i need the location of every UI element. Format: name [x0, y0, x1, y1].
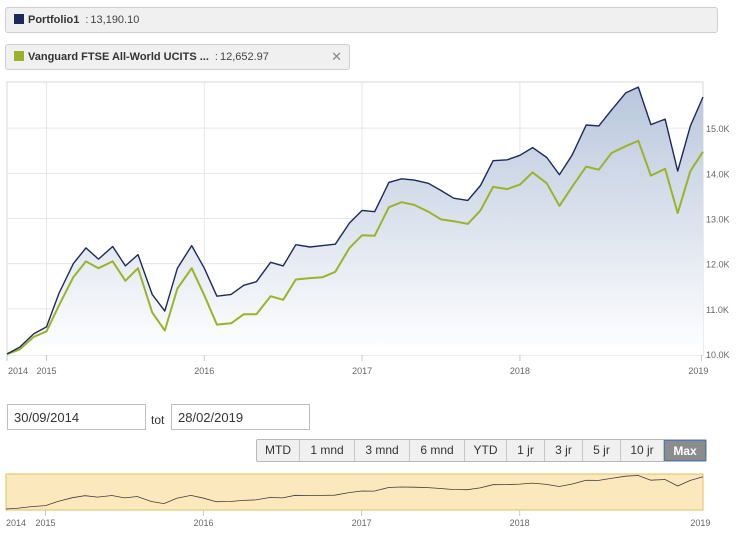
navigator[interactable]: 2014 2015 2016 2017 2018 2019: [0, 466, 747, 536]
y-tick-label: 13.0K: [706, 215, 730, 225]
series-swatch-portfolio1: [14, 14, 24, 24]
navigator-tick-label: 2018: [510, 518, 530, 528]
range-button-mtd[interactable]: MTD: [257, 440, 300, 461]
legend-item-vanguard[interactable]: Vanguard FTSE All-World UCITS ...:12,652…: [5, 44, 350, 70]
range-selector: MTD 1 mnd 3 mnd 6 mnd YTD 1 jr 3 jr 5 jr…: [256, 439, 707, 462]
range-button-max[interactable]: Max: [664, 440, 706, 461]
range-button-5y[interactable]: 5 jr: [583, 440, 621, 461]
navigator-tick-label: 2016: [194, 518, 214, 528]
x-axis: 2014 2015 2016 2017 2018 2019: [6, 355, 708, 376]
x-tick-label: 2015: [36, 366, 56, 376]
y-tick-label: 14.0K: [706, 169, 730, 179]
series-area-portfolio1: [7, 87, 703, 355]
legend-series-name: Portfolio1: [28, 14, 80, 26]
x-tick-label: 2019: [688, 366, 708, 376]
from-date-input[interactable]: [7, 404, 146, 430]
x-tick-label: 2016: [194, 366, 214, 376]
navigator-line: [5, 475, 704, 510]
x-tick-label: 2017: [352, 366, 372, 376]
legend-series-value: 13,190.10: [90, 14, 140, 26]
range-button-3m[interactable]: 3 mnd: [355, 440, 410, 461]
range-button-10y[interactable]: 10 jr: [621, 440, 664, 461]
range-button-1m[interactable]: 1 mnd: [300, 440, 355, 461]
series-swatch-vanguard: [14, 51, 24, 61]
close-icon[interactable]: ✕: [331, 49, 342, 64]
range-button-1y[interactable]: 1 jr: [507, 440, 545, 461]
navigator-tick-label: 2017: [352, 518, 372, 528]
y-axis: 10.0K 11.0K 12.0K 13.0K 14.0K 15.0K: [706, 124, 730, 360]
range-connector-label: tot: [151, 413, 165, 427]
navigator-series: [5, 475, 704, 510]
legend-separator: :: [214, 51, 218, 63]
legend-separator: :: [85, 14, 89, 26]
series-line-portfolio1: [6, 86, 704, 355]
range-button-6m[interactable]: 6 mnd: [410, 440, 465, 461]
y-tick-label: 10.0K: [706, 350, 730, 360]
to-date-input[interactable]: [171, 404, 310, 430]
legend-item-portfolio1[interactable]: Portfolio1:13,190.10: [5, 7, 718, 33]
navigator-tick-label: 2014: [6, 518, 26, 528]
x-tick-label: 2018: [510, 366, 530, 376]
navigator-tick-label: 2019: [690, 518, 710, 528]
navigator-x-axis: 2014 2015 2016 2017 2018 2019: [6, 510, 710, 528]
series-line-vanguard: [6, 139, 704, 355]
navigator-tick-label: 2015: [35, 518, 55, 528]
y-tick-label: 12.0K: [706, 260, 730, 270]
y-tick-label: 15.0K: [706, 124, 730, 134]
series-layer: [6, 86, 704, 355]
range-button-ytd[interactable]: YTD: [465, 440, 507, 461]
range-button-3y[interactable]: 3 jr: [545, 440, 583, 461]
x-tick-label: 2014: [8, 366, 28, 376]
y-tick-label: 11.0K: [706, 305, 729, 315]
legend-series-value: 12,652.97: [219, 51, 269, 63]
legend-series-name: Vanguard FTSE All-World UCITS ...: [28, 51, 209, 63]
